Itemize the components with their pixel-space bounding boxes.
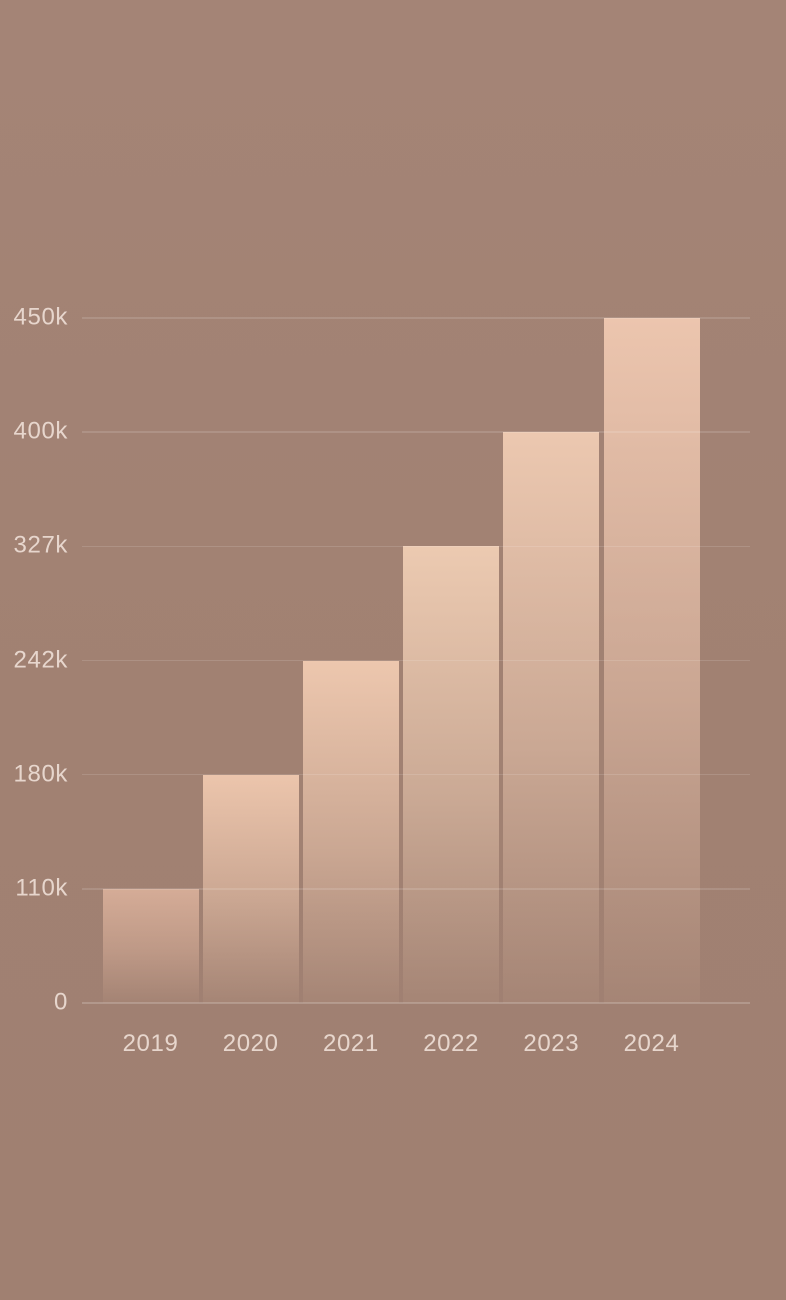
gridline-242k: [82, 659, 750, 662]
y-axis-tick-label-110k: 110k: [15, 874, 68, 902]
x-axis-tick-label-2022: 2022: [423, 1030, 479, 1057]
x-axis-tick-label-2021: 2021: [322, 1030, 379, 1057]
x-axis-tick-label-2019: 2019: [122, 1030, 179, 1057]
bar-2022: [403, 546, 500, 1003]
y-axis-tick-label-327k: 327k: [13, 531, 68, 559]
gridline-327k: [82, 545, 750, 548]
gridline-400k: [82, 431, 750, 433]
gridline-0: [82, 1002, 750, 1004]
bar-2020: [202, 774, 299, 1003]
bar-2024: [603, 318, 700, 1003]
bar-2023: [503, 432, 600, 1003]
bar-2021: [302, 660, 399, 1003]
gridline-180k: [82, 773, 750, 776]
y-axis-tick-label-0: 0: [54, 988, 68, 1016]
y-axis-tick-label-242k: 242k: [13, 645, 68, 673]
gridline-110k: [82, 888, 750, 890]
y-axis-tick-label-180k: 180k: [13, 760, 68, 788]
y-axis-tick-label-450k: 450k: [13, 303, 68, 331]
x-axis-tick-label-2024: 2024: [623, 1030, 680, 1057]
y-axis-tick-label-400k: 400k: [13, 417, 68, 445]
gridline-450k: [82, 317, 750, 319]
x-axis-tick-label-2020: 2020: [222, 1030, 279, 1057]
bar-2019: [102, 888, 199, 1003]
x-axis-tick-label-2023: 2023: [523, 1030, 580, 1057]
